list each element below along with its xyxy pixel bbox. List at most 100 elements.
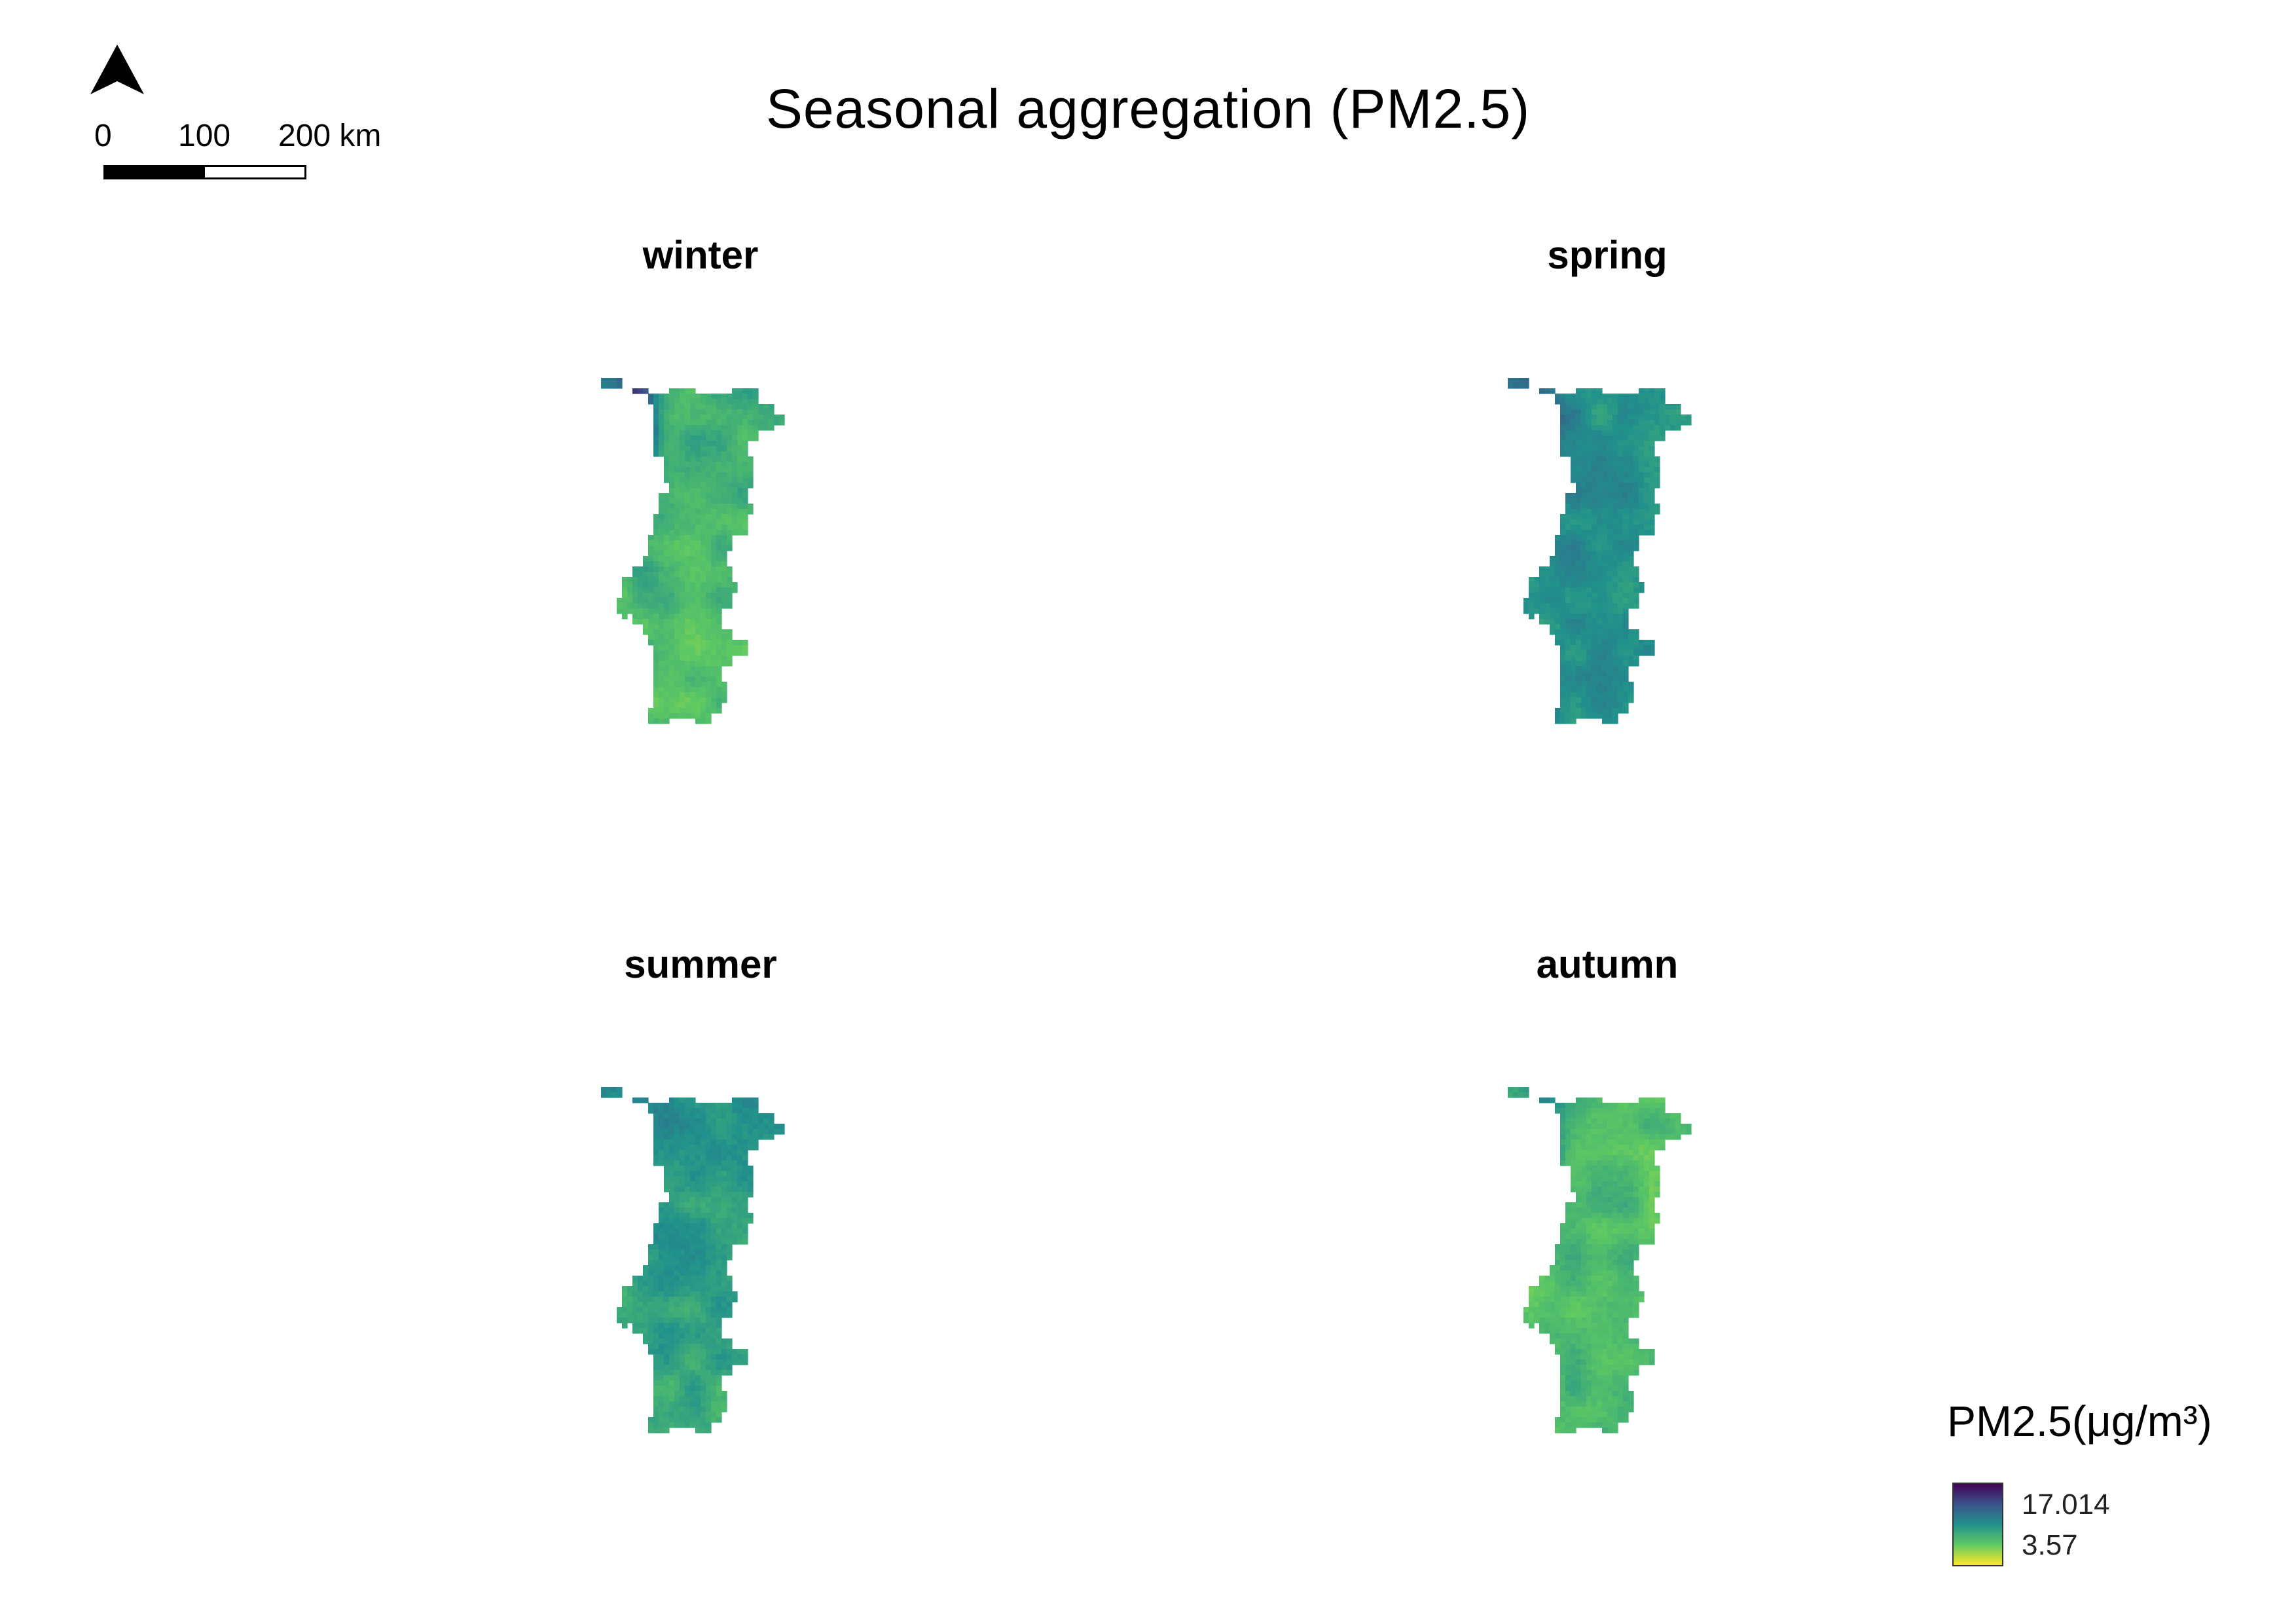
raster-cell — [680, 1249, 685, 1255]
raster-cell — [1649, 514, 1655, 520]
raster-cell — [711, 545, 717, 551]
raster-cell — [680, 1145, 685, 1151]
raster-cell — [716, 1108, 722, 1114]
raster-cell — [1628, 488, 1634, 494]
raster-cell — [1560, 640, 1566, 646]
raster-cell — [732, 1113, 738, 1119]
raster-cell — [653, 1412, 659, 1418]
raster-cell — [1607, 435, 1613, 441]
map-autumn — [1508, 1087, 1692, 1433]
raster-cell — [1571, 614, 1576, 619]
raster-cell — [1613, 1344, 1618, 1350]
raster-cell — [1560, 593, 1566, 599]
raster-cell — [727, 1208, 733, 1213]
raster-cell — [1623, 456, 1629, 462]
raster-cell — [622, 1312, 628, 1318]
raster-cell — [1592, 540, 1597, 546]
raster-cell — [1565, 566, 1571, 572]
raster-cell — [659, 1255, 665, 1261]
raster-cell — [1665, 420, 1671, 426]
raster-cell — [695, 483, 701, 489]
raster-cell — [674, 1391, 680, 1397]
raster-cell — [727, 661, 733, 667]
raster-cell — [711, 1155, 717, 1161]
raster-cell — [1649, 493, 1655, 499]
raster-cell — [648, 561, 654, 567]
raster-cell — [1592, 608, 1597, 614]
raster-cell — [695, 713, 701, 719]
raster-cell — [1607, 619, 1613, 625]
raster-cell — [1607, 493, 1613, 499]
raster-cell — [716, 1213, 722, 1219]
raster-cell — [1623, 1338, 1629, 1344]
raster-cell — [1623, 1412, 1629, 1418]
raster-cell — [1607, 446, 1613, 452]
raster-cell — [1618, 1244, 1624, 1250]
raster-cell — [685, 1401, 691, 1407]
raster-cell — [1639, 587, 1645, 593]
raster-cell — [1555, 572, 1561, 578]
raster-cell — [779, 1129, 785, 1135]
raster-cell — [1565, 1208, 1571, 1213]
raster-cell — [664, 1218, 670, 1224]
raster-cell — [732, 519, 738, 525]
raster-cell — [716, 650, 722, 656]
raster-cell — [1649, 435, 1655, 441]
raster-cell — [1618, 1103, 1624, 1109]
raster-cell — [1602, 1365, 1608, 1371]
raster-cell — [695, 530, 701, 536]
raster-cell — [1550, 566, 1556, 572]
raster-cell — [659, 708, 665, 714]
raster-cell — [706, 446, 712, 452]
raster-cell — [716, 640, 722, 646]
raster-cell — [680, 603, 685, 609]
raster-cell — [664, 1255, 670, 1261]
raster-cell — [737, 1171, 743, 1177]
raster-cell — [1639, 582, 1645, 588]
raster-cell — [1602, 498, 1608, 504]
raster-cell — [1597, 593, 1603, 599]
raster-cell — [653, 1386, 659, 1392]
raster-cell — [632, 1297, 638, 1302]
raster-cell — [1565, 572, 1571, 578]
raster-cell — [611, 383, 617, 389]
raster-cell — [659, 713, 665, 719]
raster-cell — [1565, 1103, 1571, 1109]
raster-cell — [1592, 687, 1597, 693]
raster-cell — [1607, 1286, 1613, 1292]
raster-cell — [1581, 1176, 1587, 1182]
raster-cell — [1607, 1412, 1613, 1418]
raster-cell — [706, 655, 712, 661]
raster-cell — [1613, 682, 1618, 688]
raster-cell — [685, 530, 691, 536]
north-arrow-icon — [90, 45, 144, 94]
raster-cell — [1607, 566, 1613, 572]
raster-cell — [716, 1171, 722, 1177]
raster-cell — [1597, 1265, 1603, 1271]
raster-cell — [1623, 1380, 1629, 1386]
raster-cell — [1644, 1359, 1650, 1365]
raster-cell — [669, 1407, 675, 1412]
panel-autumn: autumn — [1313, 942, 1902, 1564]
raster-cell — [1565, 577, 1571, 583]
raster-cell — [1592, 535, 1597, 541]
raster-cell — [1576, 624, 1582, 630]
raster-cell — [1592, 697, 1597, 703]
raster-cell — [695, 540, 701, 546]
raster-cell — [680, 1108, 685, 1114]
raster-cell — [659, 535, 665, 541]
raster-cell — [669, 399, 675, 405]
raster-cell — [1529, 1297, 1535, 1302]
raster-cell — [1644, 1349, 1650, 1355]
raster-cell — [1597, 425, 1603, 431]
raster-cell — [674, 1328, 680, 1334]
raster-cell — [753, 1129, 759, 1135]
raster-cell — [1607, 655, 1613, 661]
raster-cell — [690, 1407, 696, 1412]
raster-cell — [627, 1302, 633, 1308]
raster-cell — [1560, 1134, 1566, 1140]
raster-cell — [732, 1181, 738, 1187]
raster-cell — [1628, 1234, 1634, 1240]
raster-cell — [690, 640, 696, 646]
raster-cell — [1607, 1391, 1613, 1397]
